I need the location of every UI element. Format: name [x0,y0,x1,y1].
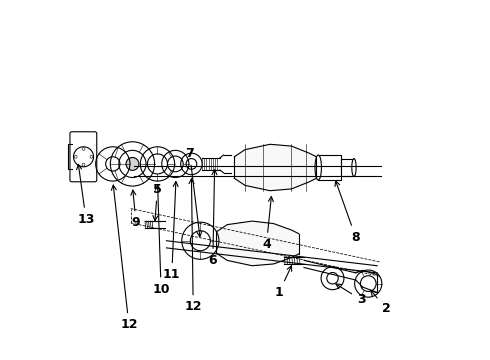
Text: 8: 8 [335,181,360,244]
Text: 3: 3 [336,284,366,306]
Text: 12: 12 [111,185,138,331]
Text: 5: 5 [153,183,162,221]
Text: 2: 2 [371,290,391,315]
Bar [318,155,342,180]
Ellipse shape [315,155,321,180]
Text: 12: 12 [184,179,202,314]
Text: 11: 11 [163,181,180,281]
Bar [342,158,354,176]
Text: 10: 10 [152,185,170,296]
Circle shape [90,156,93,158]
Text: 4: 4 [262,197,273,251]
Circle shape [126,157,139,170]
Text: 6: 6 [209,170,217,267]
Text: 13: 13 [76,164,95,226]
FancyBboxPatch shape [70,132,97,182]
Text: 7: 7 [185,147,202,237]
Circle shape [82,163,85,166]
Ellipse shape [352,158,356,176]
Text: 9: 9 [131,190,140,229]
Text: 1: 1 [274,266,292,299]
Circle shape [82,148,85,150]
Circle shape [74,156,77,158]
